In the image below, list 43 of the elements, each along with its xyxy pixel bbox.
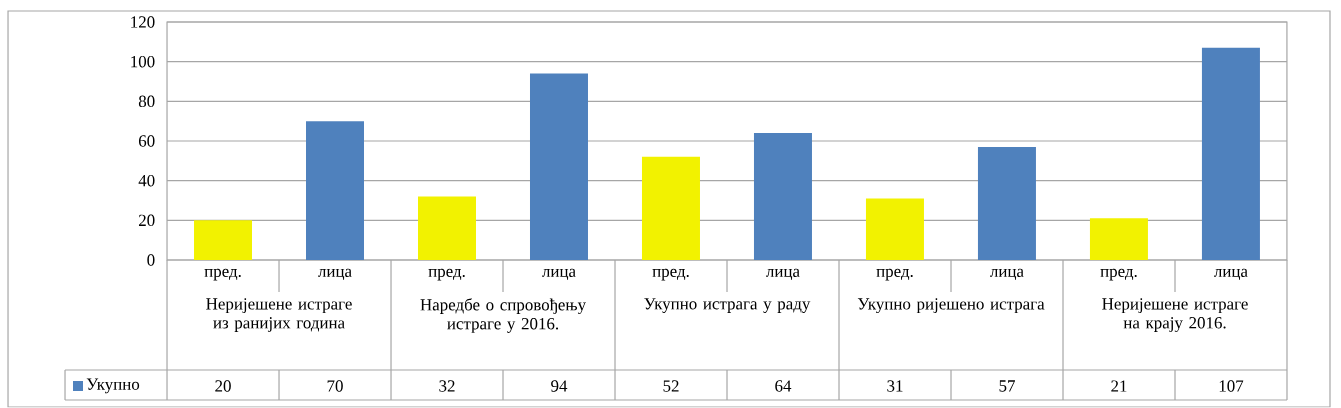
x-tick-label: лица — [990, 269, 1024, 281]
data-label: 94 — [551, 380, 568, 392]
bar — [865, 198, 924, 261]
data-label: 32 — [439, 380, 455, 392]
bar — [529, 73, 588, 261]
text: Неријешене истраге на крају 2016. — [1102, 298, 1248, 333]
legend-label: Укупно — [86, 378, 140, 394]
text: Наредбе о спровођењу истраге у 2016. — [420, 298, 587, 334]
x-tick-label: пред. — [428, 269, 465, 281]
bar — [1089, 218, 1148, 261]
bar — [1201, 47, 1260, 261]
x-tick-label: лица — [1214, 269, 1248, 281]
y-tick-label: 100 — [131, 56, 155, 68]
x-tick-label: пред. — [876, 269, 913, 281]
data-label: 70 — [327, 380, 343, 392]
y-tick-label: 40 — [138, 175, 155, 187]
x-tick-label: лица — [766, 269, 800, 281]
bar — [641, 157, 700, 261]
x-tick-label: лица — [542, 269, 576, 281]
y-tick-label: 0 — [147, 254, 155, 266]
bar — [418, 196, 476, 261]
data-label: 21 — [1111, 380, 1127, 392]
x-tick-label: пред. — [652, 269, 689, 281]
x-tick-label: пред. — [204, 269, 241, 281]
bar — [977, 147, 1036, 261]
x-tick-label: лица — [318, 269, 352, 281]
data-label: 52 — [663, 380, 679, 392]
y-tick-label: 60 — [138, 135, 155, 147]
bar — [306, 121, 365, 261]
x-tick-label: пред. — [1100, 269, 1137, 281]
y-tick-label: 120 — [131, 16, 155, 28]
text: Укупно ријешено истрага — [857, 298, 1045, 314]
text: Неријешене истраге из ранијих година — [206, 298, 352, 333]
data-label: 57 — [999, 380, 1015, 392]
y-tick-label: 20 — [138, 214, 155, 227]
data-label: 64 — [775, 380, 792, 392]
data-label: 20 — [215, 380, 231, 392]
bar — [194, 220, 253, 261]
bar — [753, 133, 812, 261]
text: Укупно истрага у раду — [644, 298, 811, 314]
y-tick-label: 80 — [138, 95, 155, 108]
data-label: 31 — [887, 380, 903, 392]
data-label: 107 — [1219, 380, 1244, 392]
